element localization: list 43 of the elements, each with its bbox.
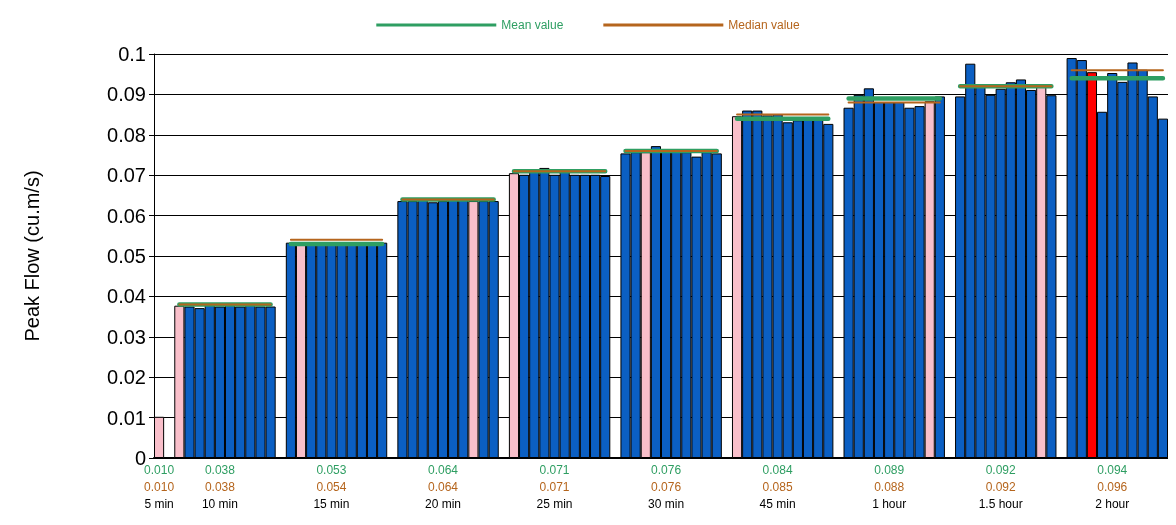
x-tick-label: 10 min: [201, 496, 238, 511]
data-label: 0.076: [651, 479, 682, 494]
x-tick-label: 1 hour: [872, 496, 907, 511]
x-tick-label: 15 min: [313, 496, 350, 511]
text: 0.010: [144, 462, 175, 477]
data-label: 0.054: [316, 479, 347, 494]
y-tick-label: 0.08: [107, 123, 146, 146]
y-tick-label: 0.04: [107, 285, 146, 308]
x-tick-label: 1.5 hour: [978, 496, 1023, 511]
y-tick-label: 0.1: [118, 43, 146, 65]
data-label: 0.094: [1097, 462, 1128, 477]
y-tick-label: 0.07: [107, 164, 146, 187]
x-tick-label: 25 min: [536, 496, 573, 511]
y-tick-label: 0.03: [107, 325, 146, 348]
x-tick-label: 5 min: [144, 496, 174, 511]
y-tick-label: 0.09: [107, 83, 146, 106]
y-tick-label: 0.06: [107, 204, 146, 227]
data-label: 0.084: [762, 462, 793, 477]
data-label: 0.096: [1097, 479, 1128, 494]
data-label: 0.088: [874, 479, 905, 494]
y-tick-label: 0.01: [107, 406, 146, 429]
text: Median value: [728, 18, 801, 32]
data-label: 0.064: [427, 462, 459, 477]
y-tick-label: 0.05: [107, 245, 146, 267]
text: 0.010: [144, 479, 175, 494]
data-label: 0.071: [539, 479, 570, 494]
x-tick-label: 2 hour: [1095, 496, 1130, 511]
data-label: 0.053: [316, 462, 347, 477]
data-label: 0.064: [427, 479, 459, 494]
data-label: 0.076: [651, 462, 682, 477]
text: Mean value: [501, 18, 564, 32]
data-label: 0.085: [762, 479, 793, 494]
x-tick-label: 45 min: [759, 496, 796, 511]
data-label: 0.092: [985, 462, 1017, 477]
y-tick-label: 0.02: [107, 366, 146, 389]
x-tick-label: 30 min: [648, 496, 685, 511]
y-axis-title: Peak Flow (cu.m/s): [21, 170, 43, 342]
data-label: 0.038: [204, 462, 236, 477]
data-label: 0.092: [985, 479, 1017, 494]
x-tick-label: 20 min: [424, 496, 462, 511]
data-label: 0.071: [539, 462, 570, 477]
data-label: 0.038: [204, 479, 236, 494]
data-label: 0.089: [874, 462, 905, 477]
